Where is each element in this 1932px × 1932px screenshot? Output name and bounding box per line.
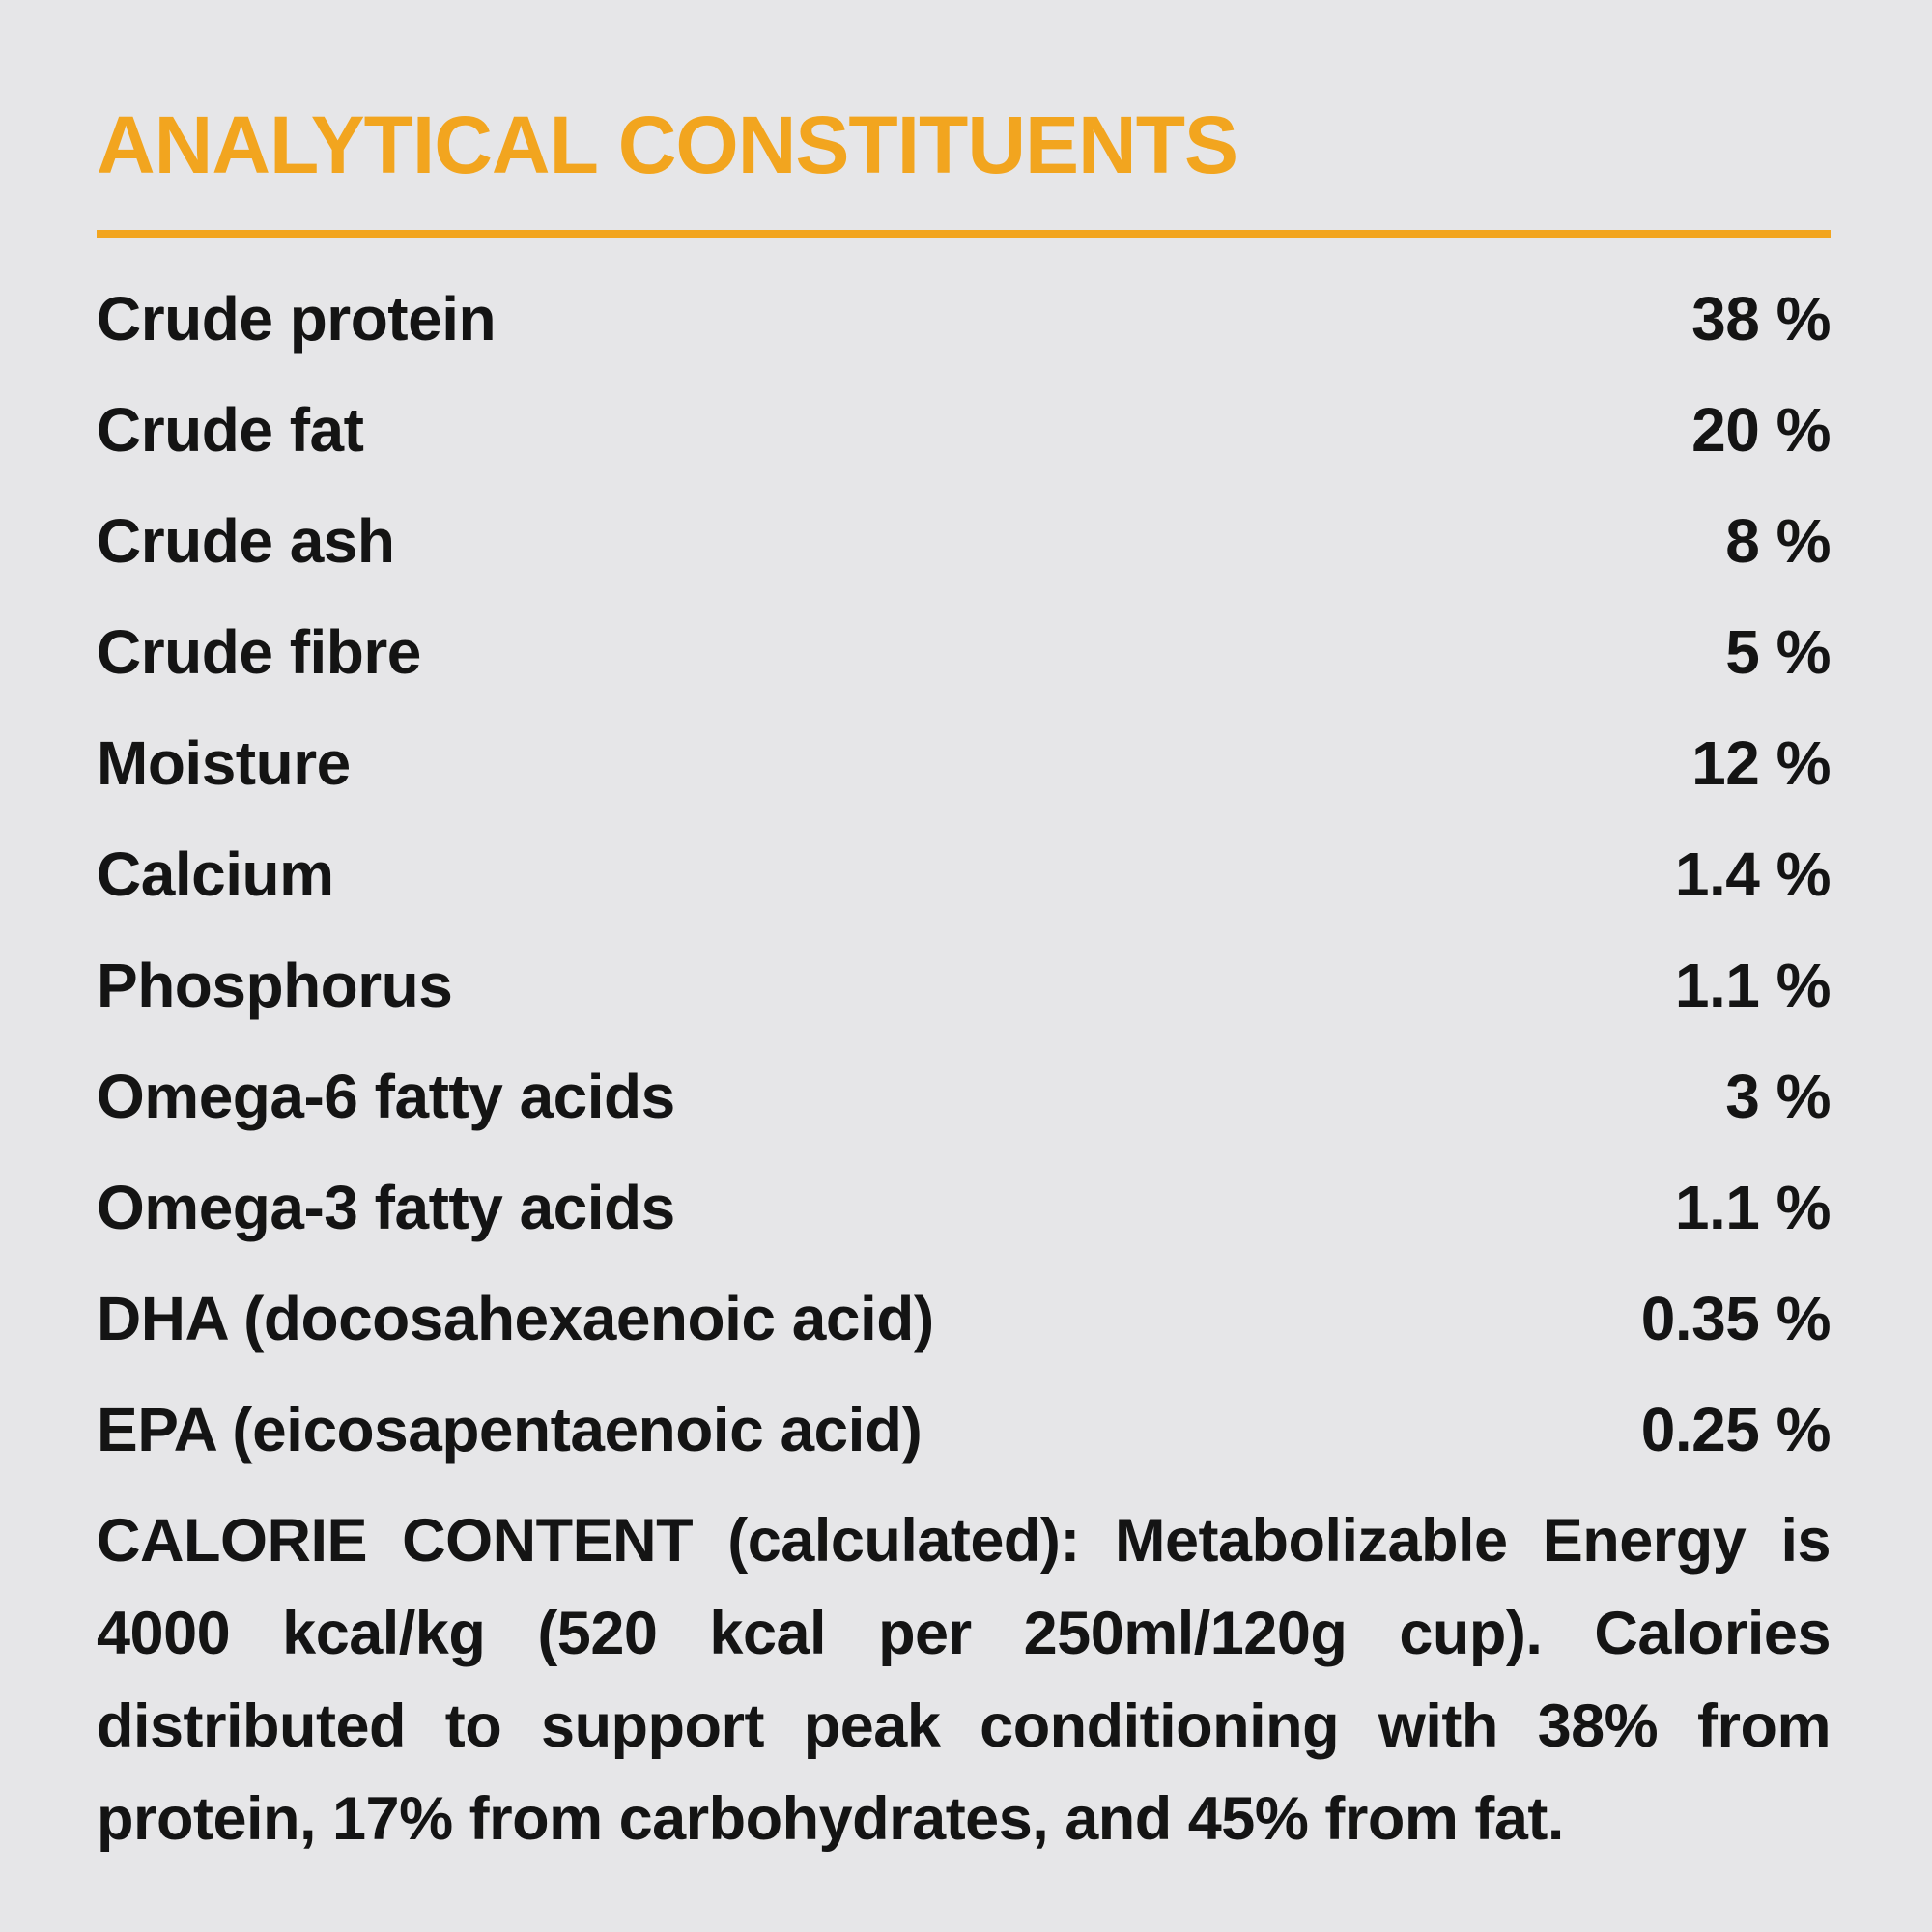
row-value: 1.4 % bbox=[1674, 838, 1832, 909]
row-value: 0.35 % bbox=[1640, 1283, 1832, 1353]
row-value: 12 % bbox=[1691, 727, 1831, 798]
row-label: Omega-6 fatty acids bbox=[97, 1061, 675, 1131]
table-row: Calcium 1.4 % bbox=[97, 818, 1832, 929]
row-value: 3 % bbox=[1725, 1061, 1831, 1131]
table-row: Omega-3 fatty acids 1.1 % bbox=[97, 1151, 1832, 1263]
analytical-constituents-panel: ANALYTICAL CONSTITUENTS Crude protein 38… bbox=[97, 99, 1832, 1926]
section-title: ANALYTICAL CONSTITUENTS bbox=[97, 99, 1238, 190]
row-label: Moisture bbox=[97, 727, 351, 798]
row-label: Crude ash bbox=[97, 505, 395, 576]
row-label: Crude protein bbox=[97, 283, 497, 354]
title-underline-divider bbox=[97, 230, 1831, 238]
row-label: Crude fat bbox=[97, 394, 364, 465]
table-row: EPA (eicosapentaenoic acid) 0.25 % bbox=[97, 1374, 1832, 1485]
table-row: Crude ash 8 % bbox=[97, 485, 1831, 596]
table-row: Crude fat 20 % bbox=[97, 374, 1831, 485]
table-row: Omega-6 fatty acids 3 % bbox=[97, 1040, 1831, 1151]
row-label: Omega-3 fatty acids bbox=[97, 1172, 675, 1242]
row-label: EPA (eicosapentaenoic acid) bbox=[97, 1394, 923, 1464]
row-value: 0.25 % bbox=[1640, 1394, 1832, 1464]
row-label: DHA (docosahexaenoic acid) bbox=[97, 1283, 934, 1353]
row-value: 20 % bbox=[1691, 394, 1831, 465]
row-label: Calcium bbox=[97, 838, 334, 909]
table-row: Crude protein 38 % bbox=[97, 263, 1831, 374]
calorie-content-paragraph: CALORIE CONTENT (calculated): Metaboliza… bbox=[97, 1507, 1832, 1853]
table-row: Phosphorus 1.1 % bbox=[97, 929, 1832, 1040]
row-label: Phosphorus bbox=[97, 950, 453, 1020]
row-value: 5 % bbox=[1725, 616, 1831, 687]
row-value: 1.1 % bbox=[1674, 950, 1832, 1020]
analytical-constituents-table: Crude protein 38 % Crude fat 20 % Crude … bbox=[97, 263, 1832, 1485]
row-label: Crude fibre bbox=[97, 616, 421, 687]
row-value: 8 % bbox=[1725, 505, 1831, 576]
table-row: DHA (docosahexaenoic acid) 0.35 % bbox=[97, 1263, 1832, 1374]
table-row: Moisture 12 % bbox=[97, 707, 1831, 818]
row-value: 38 % bbox=[1691, 283, 1831, 354]
table-row: Crude fibre 5 % bbox=[97, 596, 1831, 707]
row-value: 1.1 % bbox=[1674, 1172, 1832, 1242]
